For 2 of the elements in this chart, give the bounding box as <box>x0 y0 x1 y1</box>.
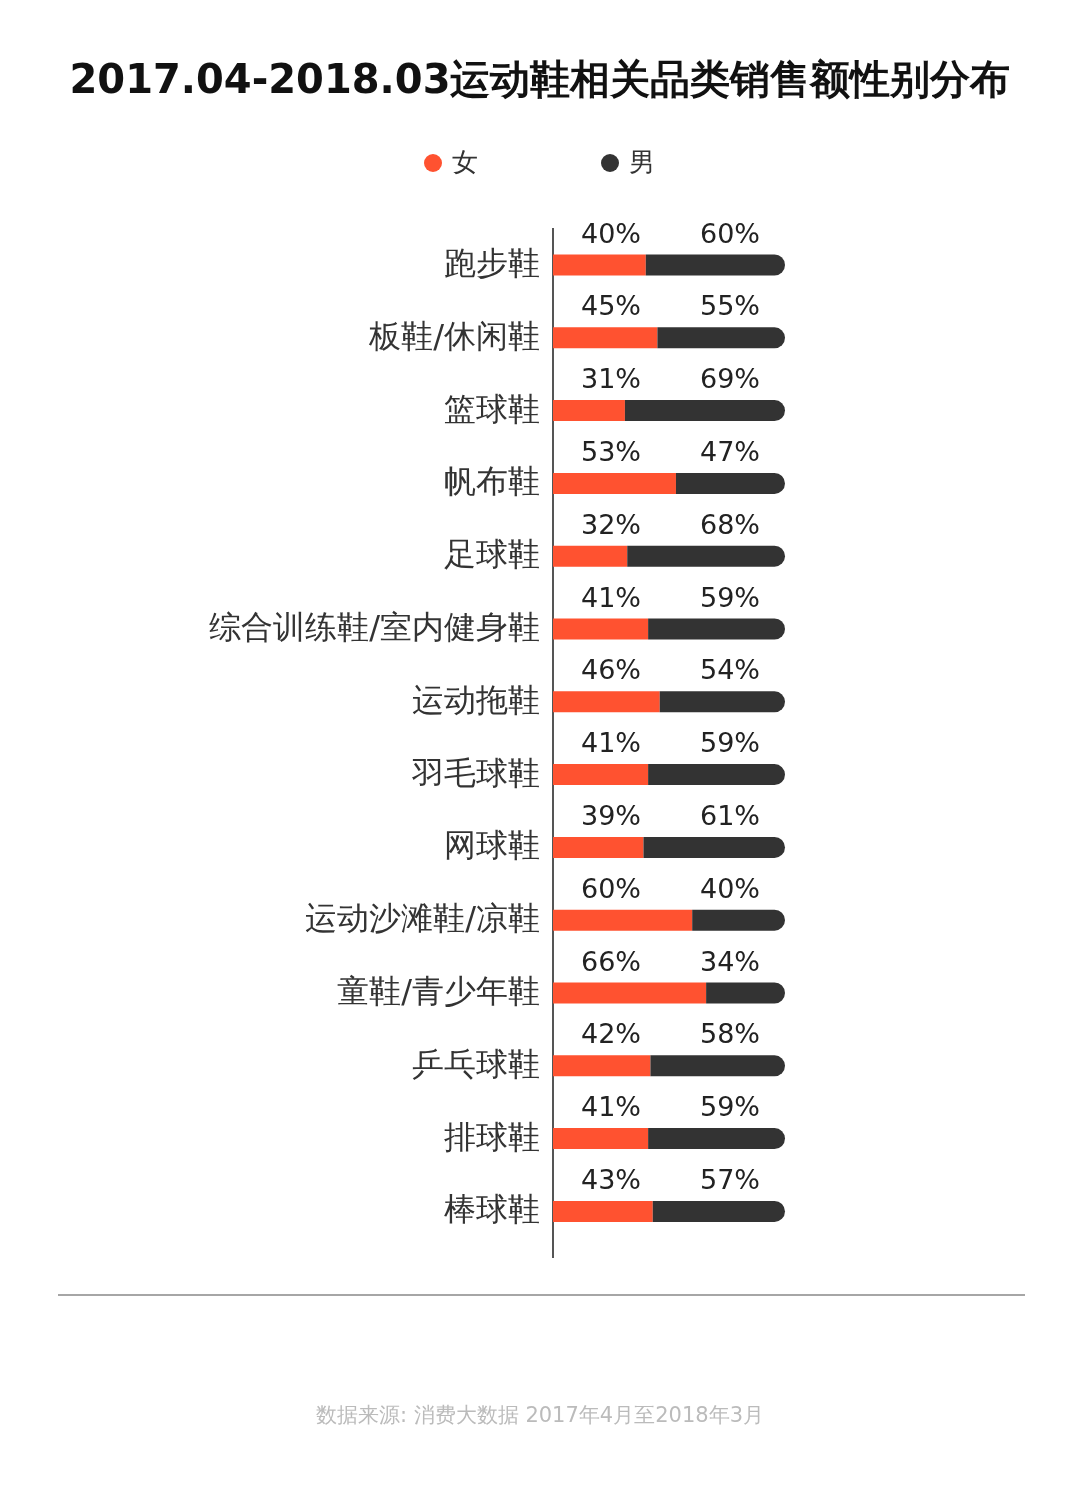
annotation: 数据来源: 消费大数据 2017年4月至2018年3月 <box>316 1403 764 1427</box>
title: 2017.04-2018.03运动鞋相关品类销售额性别分布 <box>69 56 1011 102</box>
